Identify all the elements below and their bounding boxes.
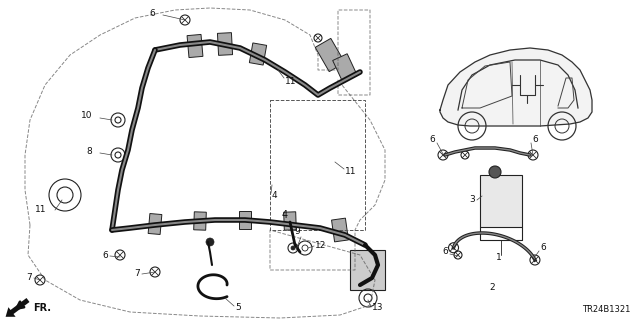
- Bar: [316, 38, 345, 72]
- Text: 4: 4: [272, 190, 278, 199]
- Bar: [250, 43, 267, 65]
- Bar: [333, 54, 357, 82]
- Bar: [187, 34, 203, 57]
- Text: 11: 11: [285, 78, 296, 86]
- Bar: [239, 211, 251, 229]
- Circle shape: [291, 246, 295, 250]
- Text: 4: 4: [282, 210, 288, 220]
- Bar: [270, 100, 365, 230]
- Text: 3: 3: [469, 196, 475, 204]
- Text: 7: 7: [134, 270, 140, 278]
- Text: 10: 10: [81, 112, 92, 121]
- Text: FR.: FR.: [33, 303, 51, 313]
- Text: 5: 5: [235, 302, 241, 311]
- Text: 7: 7: [26, 273, 32, 283]
- Text: 6: 6: [532, 136, 538, 145]
- Text: 6: 6: [429, 136, 435, 145]
- Bar: [350, 250, 385, 290]
- Polygon shape: [440, 48, 592, 126]
- Circle shape: [206, 238, 214, 246]
- Text: 6: 6: [102, 250, 108, 259]
- Bar: [218, 33, 232, 56]
- Text: 1: 1: [496, 254, 502, 263]
- Text: 12: 12: [315, 241, 326, 250]
- Text: 9: 9: [294, 227, 300, 236]
- Bar: [194, 212, 206, 230]
- Text: 6: 6: [442, 248, 448, 256]
- Text: 11: 11: [345, 167, 356, 176]
- FancyArrow shape: [6, 298, 29, 317]
- Text: 2: 2: [489, 284, 495, 293]
- Text: 8: 8: [86, 146, 92, 155]
- Circle shape: [489, 166, 501, 178]
- Bar: [480, 175, 522, 227]
- Text: 11: 11: [35, 205, 47, 214]
- Text: 13: 13: [372, 303, 383, 313]
- Bar: [332, 218, 348, 242]
- Text: 6: 6: [540, 243, 546, 253]
- Bar: [148, 213, 162, 234]
- Bar: [284, 212, 296, 230]
- Text: 6: 6: [149, 9, 155, 18]
- Text: TR24B1321: TR24B1321: [582, 306, 630, 315]
